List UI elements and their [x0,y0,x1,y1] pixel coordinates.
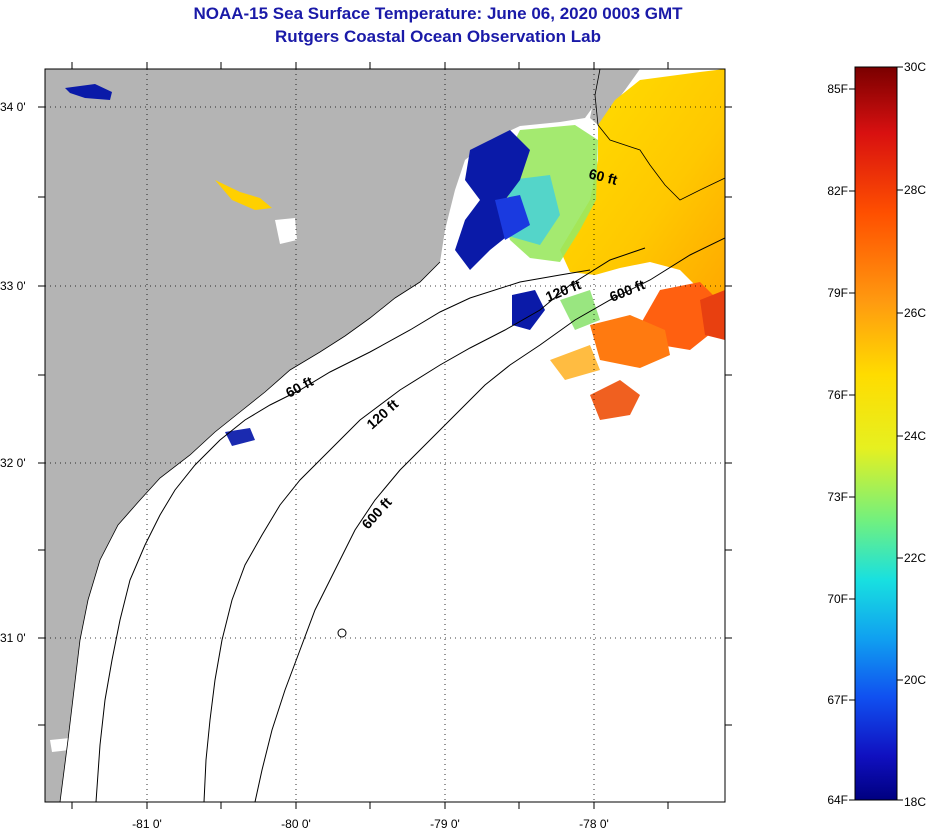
colorbar-f-73: 73F [827,490,848,504]
colorbar-f-70: 70F [827,592,848,606]
lon-label-81: -81 0' [132,817,162,831]
colorbar-c-30: 30C [904,60,926,74]
contour-60ft [95,269,591,802]
colorbar-c-22: 22C [904,551,926,565]
colorbar-c-18: 18C [904,795,926,809]
colorbar [854,66,898,801]
colorbar-c-20: 20C [904,673,926,687]
colorbar-f-85: 85F [827,82,848,96]
contour-120ft [203,247,646,802]
colorbar-c-28: 28C [904,183,926,197]
colorbar-f-79: 79F [827,286,848,300]
colorbar-f-67: 67F [827,693,848,707]
inland-lake [65,84,112,100]
map-frame [44,68,726,803]
lon-label-78: -78 0' [579,817,609,831]
colorbar-c-24: 24C [904,429,926,443]
map-subtitle: Rutgers Coastal Ocean Observation Lab [275,27,601,46]
sst-cold-region [455,130,530,270]
lon-label-79: -79 0' [430,817,460,831]
land-mass [45,69,600,802]
lat-label-34: 34 0' [0,100,26,114]
colorbar-f-82: 82F [827,184,848,198]
axis-ticks [38,62,732,809]
colorbar-ticks [849,66,903,801]
lat-label-32: 32 0' [0,456,26,470]
colorbar-f-64: 64F [827,793,848,807]
lat-label-33: 33 0' [0,279,26,293]
lat-lon-grid [45,69,725,802]
lon-label-80: -80 0' [281,817,311,831]
map-title: NOAA-15 Sea Surface Temperature: June 06… [193,4,683,23]
colorbar-c-26: 26C [904,306,926,320]
colorbar-f-76: 76F [827,388,848,402]
contour-label-60ft-north: 60 ft [587,165,619,188]
coastline [59,261,441,802]
lat-label-31: 31 0' [0,631,26,645]
sst-warm-region [560,69,725,300]
land-ne [590,69,640,125]
contour-600ft [254,237,725,802]
